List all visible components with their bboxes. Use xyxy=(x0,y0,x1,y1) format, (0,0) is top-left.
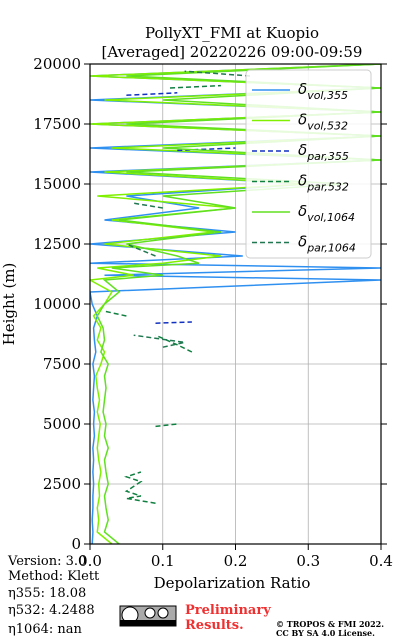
legend-label: δvol,532 xyxy=(298,111,348,133)
legend-box xyxy=(245,69,372,259)
eta: η1064: nan xyxy=(8,622,83,637)
y-tick-label: 0 xyxy=(71,535,81,553)
legend-label: δpar,355 xyxy=(298,141,349,163)
version: Version: 3.0 xyxy=(7,554,86,569)
y-tick-label: 12500 xyxy=(33,235,81,253)
y-tick-label: 17500 xyxy=(33,115,81,133)
y-tick-label: 5000 xyxy=(43,415,81,433)
x-tick-label: 0.0 xyxy=(78,552,102,570)
preliminary: Results. xyxy=(185,618,244,633)
profile-line xyxy=(104,84,221,504)
cc-logo xyxy=(119,605,177,627)
preliminary: Preliminary xyxy=(185,603,271,618)
y-tick-label: 10000 xyxy=(33,295,81,313)
method: Method: Klett xyxy=(8,569,100,584)
legend-label: δpar,532 xyxy=(298,172,349,194)
legend-label: δvol,1064 xyxy=(298,202,355,224)
eta: η355: 18.08 xyxy=(8,586,86,601)
x-tick-label: 0.3 xyxy=(296,552,320,570)
footer: Version: 3.0 Method: Klett η355: 18.08 η… xyxy=(7,554,384,638)
legend-label: δvol,355 xyxy=(298,80,348,102)
license: CC BY SA 4.0 License. xyxy=(276,628,375,638)
x-tick-label: 0.4 xyxy=(369,552,393,570)
y-axis-label: Height (m) xyxy=(0,263,18,346)
profile-line xyxy=(96,64,381,544)
y-tick-label: 7500 xyxy=(43,355,81,373)
y-tick-label: 20000 xyxy=(33,55,81,73)
legend: δvol,355 δvol,532 δpar,355 δpar,532 δvol,106… xyxy=(245,69,372,259)
chart-title: PollyXT_FMI at Kuopio xyxy=(145,24,319,42)
chart-subtitle: [Averaged] 20220226 09:00-09:59 xyxy=(102,43,363,61)
x-tick-label: 0.1 xyxy=(151,552,175,570)
legend-label: δpar,1064 xyxy=(298,233,356,255)
profile-line xyxy=(90,64,381,544)
plot-frame xyxy=(89,63,382,545)
eta: η532: 4.2488 xyxy=(8,603,95,618)
license: © TROPOS & FMI 2022. xyxy=(276,619,384,629)
x-tick-label: 0.2 xyxy=(224,552,248,570)
x-axis-label: Depolarization Ratio xyxy=(154,574,311,592)
y-tick-label: 15000 xyxy=(33,175,81,193)
profile-line xyxy=(90,64,381,544)
y-tick-label: 2500 xyxy=(43,475,81,493)
